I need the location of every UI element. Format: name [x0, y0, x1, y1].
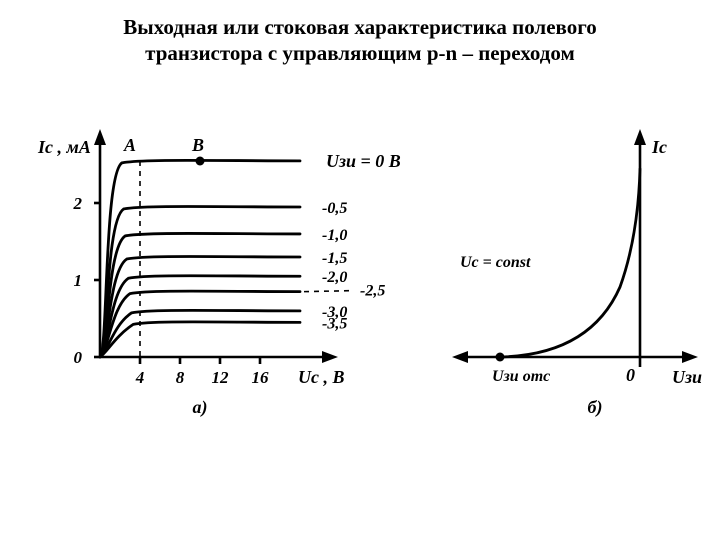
zero-label-b: 0 — [626, 365, 635, 385]
x-axis-label-b: Uзи — [672, 367, 702, 387]
ytick-0: 0 — [74, 348, 83, 367]
x-axis-arrow-left-b — [452, 351, 468, 363]
chart-b: Iс Uзи Uс = const Uзи отс 0 б) — [452, 129, 702, 418]
x-axis-label: Uс , В — [298, 367, 345, 387]
y-ticks: 0 1 2 — [73, 194, 101, 367]
title-line-2: транзистора с управляющим p-n – переходо… — [30, 40, 690, 66]
series-label-0: Uзи = 0 В — [326, 151, 401, 171]
series-curve — [100, 321, 300, 356]
cutoff-dot — [496, 352, 505, 361]
series-label: -3,5 — [322, 315, 347, 332]
series-label: -2,5 — [360, 282, 385, 299]
point-b-dot — [196, 156, 205, 165]
cutoff-label: Uзи отс — [492, 368, 550, 385]
x-axis-arrow — [322, 351, 338, 363]
y-axis-arrow-b — [634, 129, 646, 145]
point-b-label: В — [191, 135, 204, 155]
series-label: -0,5 — [322, 200, 347, 217]
series-label: -1,0 — [322, 226, 347, 243]
caption-a: а) — [193, 397, 208, 418]
series-curve — [100, 275, 300, 356]
series-curve — [100, 291, 300, 357]
curves — [100, 160, 300, 357]
xtick-12: 12 — [212, 368, 230, 387]
x-ticks: 4 8 12 16 — [135, 357, 269, 387]
xtick-16: 16 — [252, 368, 270, 387]
ytick-1: 1 — [74, 271, 83, 290]
caption-b: б) — [588, 397, 603, 418]
xtick-4: 4 — [135, 368, 145, 387]
ytick-2: 2 — [73, 194, 83, 213]
const-label: Uс = const — [460, 254, 531, 271]
series-label: -2,0 — [322, 269, 347, 286]
point-a-label: А — [123, 135, 136, 155]
series-labels: -0,5-1,0-1,5-2,0-2,5-3,0-3,5 — [304, 200, 385, 332]
chart-a: 0 1 2 4 8 12 16 Iс , мА Uс , В В А U — [37, 129, 401, 418]
x-axis-arrow-b — [682, 351, 698, 363]
xtick-8: 8 — [176, 368, 185, 387]
leader-line — [304, 290, 354, 291]
figure: 0 1 2 4 8 12 16 Iс , мА Uс , В В А U — [0, 67, 720, 507]
y-axis-arrow — [94, 129, 106, 145]
series-curve — [100, 256, 300, 357]
y-axis-label-b: Iс — [651, 137, 667, 157]
series-curve — [100, 206, 300, 357]
series-curve — [100, 310, 300, 357]
y-axis-label: Iс , мА — [37, 137, 91, 157]
title-line-1: Выходная или стоковая характеристика пол… — [30, 14, 690, 40]
series-label: -1,5 — [322, 250, 347, 267]
